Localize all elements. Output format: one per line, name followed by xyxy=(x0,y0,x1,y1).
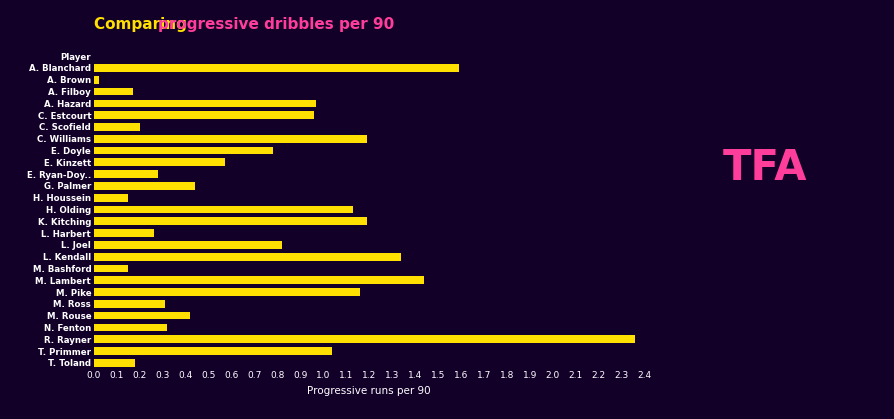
Text: TFA: TFA xyxy=(722,147,806,189)
Bar xyxy=(94,76,98,84)
Bar xyxy=(94,312,190,319)
Bar xyxy=(94,277,424,284)
Bar xyxy=(94,217,367,225)
Bar xyxy=(94,347,333,355)
Bar xyxy=(94,64,458,72)
Bar xyxy=(94,300,164,308)
Bar xyxy=(94,88,133,96)
Bar xyxy=(94,100,316,107)
Bar xyxy=(94,170,158,178)
Text: progressive dribbles per 90: progressive dribbles per 90 xyxy=(158,17,394,32)
Bar xyxy=(94,335,635,343)
Bar xyxy=(94,265,128,272)
Bar xyxy=(94,359,135,367)
Bar xyxy=(94,158,224,166)
Bar xyxy=(94,288,359,296)
Bar xyxy=(94,182,195,190)
Bar xyxy=(94,147,273,154)
Bar xyxy=(94,253,401,261)
Bar xyxy=(94,206,353,213)
Bar xyxy=(94,229,154,237)
Bar xyxy=(94,194,128,202)
Bar xyxy=(94,111,314,119)
Bar xyxy=(94,135,367,142)
Bar xyxy=(94,323,167,331)
X-axis label: Progressive runs per 90: Progressive runs per 90 xyxy=(307,386,431,396)
Bar xyxy=(94,241,282,249)
Bar xyxy=(94,123,139,131)
Text: Comparing: Comparing xyxy=(94,17,192,32)
